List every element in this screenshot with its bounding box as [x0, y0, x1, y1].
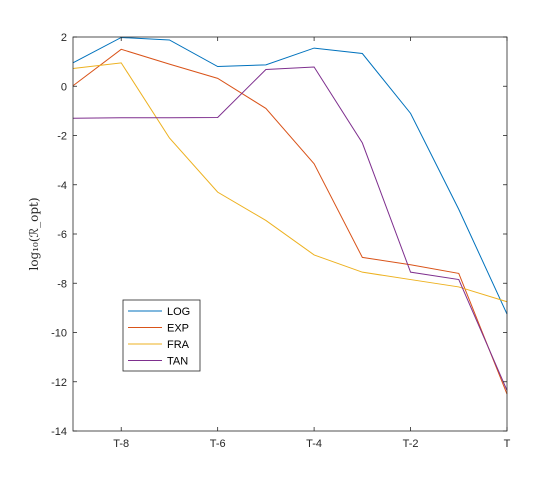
y-tick-label: -2	[57, 131, 67, 143]
legend-label: TAN	[167, 356, 188, 368]
legend: LOG EXP FRA TAN	[122, 299, 201, 372]
y-axis-label-text: log₁₀(ℛ_opt)	[27, 197, 41, 270]
series-line-tan	[72, 66, 508, 391]
x-tick-label: T-2	[403, 438, 419, 450]
series-line-exp	[72, 48, 508, 395]
x-tick-label: T-4	[306, 438, 322, 450]
y-tick-label: 2	[61, 32, 67, 44]
plot-area	[73, 37, 507, 431]
x-tick-label: T-8	[113, 438, 129, 450]
y-axis-label: log₁₀(ℛ_opt)	[27, 197, 41, 270]
legend-label: LOG	[167, 306, 190, 318]
ticks-layer: T-8 T-6 T-4 T-2 T -14 -12 -10 -8 -6 -4 -2 0 2	[51, 32, 511, 450]
series-line-log	[72, 36, 508, 315]
legend-label: EXP	[167, 323, 189, 335]
series-layer	[72, 36, 508, 395]
x-tick-label: T-6	[210, 438, 226, 450]
y-tick-label: -4	[57, 180, 67, 192]
y-tick-label: -8	[57, 278, 67, 290]
series-line-fra	[72, 62, 508, 303]
y-tick-label: 0	[61, 81, 67, 93]
y-tick-label: -10	[51, 328, 67, 340]
legend-label: FRA	[167, 339, 190, 351]
x-tick-label: T	[504, 438, 511, 450]
y-tick-label: -6	[57, 229, 67, 241]
y-tick-label: -12	[51, 377, 67, 389]
y-tick-label: -14	[51, 426, 67, 438]
legend-box	[122, 299, 201, 372]
